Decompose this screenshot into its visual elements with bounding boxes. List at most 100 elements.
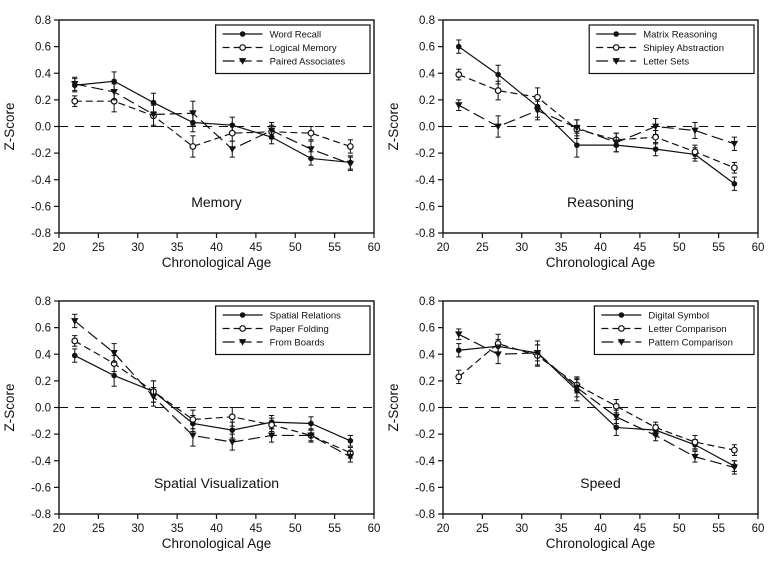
y-tick-label: 0.2 — [35, 376, 51, 388]
x-tick-label: 60 — [752, 242, 765, 254]
x-tick-label: 45 — [633, 242, 646, 254]
x-tick-label: 55 — [328, 242, 341, 254]
axes: 20 25 30 35 40 45 50 55 60 -0.8 -0.6 -0.4 -0.2 0.0 0.2… — [31, 296, 380, 535]
y-tick-label: 0.8 — [35, 296, 51, 308]
legend-label: Letter Comparison — [648, 324, 726, 335]
y-tick-label: -0.4 — [31, 456, 51, 468]
legend-item-letter-comparison: Letter Comparison — [601, 324, 727, 335]
x-tick-label: 35 — [171, 523, 184, 535]
x-tick-label: 30 — [515, 242, 528, 254]
legend-label: Letter Sets — [643, 57, 689, 68]
x-tick-label: 40 — [594, 242, 607, 254]
x-tick-label: 45 — [633, 523, 646, 535]
chart-memory: 20 25 30 35 40 45 50 55 60 -0.8 -0.6 -0.4 -0.2 0.0 0.2… — [0, 0, 384, 281]
panel-title: Memory — [191, 194, 242, 210]
x-tick-label: 25 — [476, 242, 489, 254]
legend-label: Digital Symbol — [648, 311, 709, 322]
x-tick-label: 50 — [289, 523, 302, 535]
x-tick-label: 45 — [249, 242, 262, 254]
legend-item-pattern-comparison: Pattern Comparison — [601, 338, 733, 349]
series-from-boards — [71, 313, 355, 463]
legend-item-paired-associates: Paired Associates — [222, 57, 345, 68]
y-tick-label: -0.2 — [415, 148, 435, 160]
y-tick-label: -0.6 — [415, 482, 435, 494]
y-tick-label: -0.6 — [31, 482, 51, 494]
legend-item-shipley-abstraction: Shipley Abstraction — [596, 43, 724, 54]
x-tick-label: 20 — [437, 242, 450, 254]
y-tick-label: 0.0 — [35, 122, 51, 134]
legend-item-digital-symbol: Digital Symbol — [601, 311, 709, 322]
y-axis-label: Z-Score — [386, 102, 401, 150]
x-tick-label: 60 — [368, 523, 381, 535]
axes: 20 25 30 35 40 45 50 55 60 -0.8 -0.6 -0.4 -0.2 0.0 0.2… — [31, 15, 380, 254]
y-tick-label: -0.6 — [415, 201, 435, 213]
legend-label: Matrix Reasoning — [643, 30, 717, 41]
axes: 20 25 30 35 40 45 50 55 60 -0.8 -0.6 -0.4 -0.2 0.0 0.2… — [415, 15, 764, 254]
y-tick-label: -0.8 — [415, 509, 435, 521]
legend-item-letter-sets: Letter Sets — [596, 57, 689, 68]
legend-label: Pattern Comparison — [648, 338, 732, 349]
y-tick-label: -0.4 — [415, 456, 435, 468]
x-tick-label: 40 — [594, 523, 607, 535]
y-tick-label: 0.8 — [419, 15, 435, 27]
legend-item-matrix-reasoning: Matrix Reasoning — [596, 30, 717, 41]
chart-speed: 20 25 30 35 40 45 50 55 60 -0.8 -0.6 -0.4 -0.2 0.0 0.2… — [384, 281, 768, 562]
x-tick-label: 50 — [673, 523, 686, 535]
x-tick-label: 60 — [368, 242, 381, 254]
series-pattern-comparison — [455, 328, 739, 475]
x-tick-label: 45 — [249, 523, 262, 535]
x-tick-label: 55 — [712, 242, 725, 254]
legend-label: Paper Folding — [270, 324, 329, 335]
legend-item-spatial-relations: Spatial Relations — [222, 311, 342, 322]
legend-label: Word Recall — [270, 30, 322, 41]
x-axis-label: Chronological Age — [162, 255, 272, 270]
x-tick-label: 40 — [210, 242, 223, 254]
y-tick-label: 0.0 — [419, 122, 435, 134]
memory-plot: 20 25 30 35 40 45 50 55 60 -0.8 -0.6 -0.4 -0.2 0.0 0.2… — [2, 15, 380, 270]
speed-plot: 20 25 30 35 40 45 50 55 60 -0.8 -0.6 -0.4 -0.2 0.0 0.2… — [386, 296, 765, 551]
series-letter-sets — [455, 99, 739, 153]
y-tick-label: 0.2 — [35, 95, 51, 107]
legend: Matrix Reasoning Shipley Abstraction Lette… — [588, 24, 755, 75]
y-axis-label: Z-Score — [2, 383, 17, 431]
y-tick-label: 0.4 — [35, 68, 52, 80]
series-paired-associates — [71, 76, 355, 171]
legend-item-from-boards: From Boards — [222, 338, 325, 349]
x-axis-label: Chronological Age — [546, 255, 656, 270]
y-tick-label: 0.0 — [35, 403, 51, 415]
y-tick-label: 0.8 — [419, 296, 435, 308]
y-tick-label: -0.8 — [31, 509, 51, 521]
y-tick-label: 0.8 — [35, 15, 51, 27]
y-tick-label: 0.2 — [419, 376, 435, 388]
x-axis-label: Chronological Age — [162, 536, 272, 551]
y-tick-label: 0.2 — [419, 95, 435, 107]
y-tick-label: 0.6 — [35, 42, 51, 54]
legend-item-paper-folding: Paper Folding — [222, 324, 329, 335]
y-tick-label: -0.8 — [31, 228, 51, 240]
x-tick-label: 30 — [131, 242, 144, 254]
legend-label: Shipley Abstraction — [643, 43, 724, 54]
panel-title: Reasoning — [567, 194, 634, 210]
legend-item-word-recall: Word Recall — [222, 30, 322, 41]
y-tick-label: 0.6 — [35, 323, 51, 335]
panel-title: Speed — [580, 475, 620, 491]
x-tick-label: 35 — [555, 242, 568, 254]
y-tick-label: -0.2 — [31, 429, 51, 441]
x-tick-label: 50 — [673, 242, 686, 254]
legend: Digital Symbol Letter Comparison Pattern C… — [593, 305, 755, 356]
x-tick-label: 60 — [752, 523, 765, 535]
x-tick-label: 20 — [53, 523, 66, 535]
x-tick-label: 55 — [712, 523, 725, 535]
legend-item-logical-memory: Logical Memory — [222, 43, 337, 54]
legend: Spatial Relations Paper Folding From Board… — [215, 305, 371, 356]
legend: Word Recall Logical Memory Paired Associat… — [215, 24, 371, 75]
y-tick-label: 0.4 — [419, 349, 436, 361]
x-tick-label: 55 — [328, 523, 341, 535]
x-tick-label: 30 — [515, 523, 528, 535]
x-tick-label: 20 — [53, 242, 66, 254]
x-tick-label: 50 — [289, 242, 302, 254]
y-tick-label: 0.6 — [419, 42, 435, 54]
legend-label: From Boards — [270, 338, 325, 349]
legend-label: Spatial Relations — [270, 311, 342, 322]
